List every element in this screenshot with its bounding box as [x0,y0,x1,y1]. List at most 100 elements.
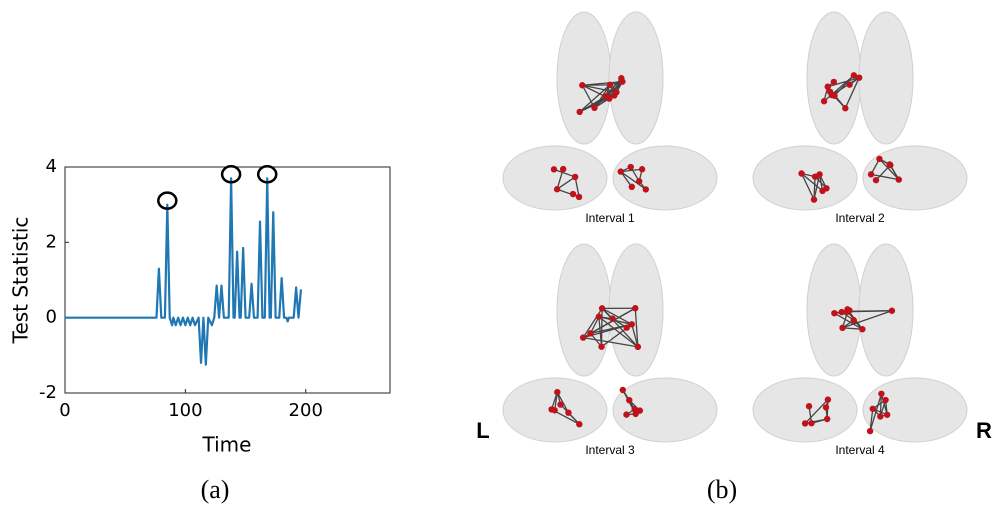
edge [842,327,863,330]
node [571,173,579,181]
node [878,390,885,397]
edge [556,176,576,190]
node [810,196,818,203]
node [619,78,626,85]
caption-a: (a) [201,475,230,504]
node [842,105,849,112]
brain-group: Interval 4 [752,243,968,457]
brain-side-right [862,377,968,443]
node [805,403,813,410]
node [606,81,614,89]
node [553,186,561,193]
edge [869,393,883,432]
edge [620,168,643,173]
edge [823,74,855,102]
node [636,407,644,414]
node [844,308,851,315]
edge [574,176,580,198]
node [838,308,845,316]
edge [804,399,829,424]
node [591,104,598,112]
node [631,406,638,413]
node [839,324,846,332]
node [830,78,838,86]
node [866,427,874,435]
node [823,415,831,423]
edge [634,308,639,347]
node [623,411,630,418]
x-tick-label: 100 [168,400,202,421]
brain-group: Interval 2 [752,11,968,225]
brain-side-right [612,377,718,443]
edge [844,77,860,109]
node [850,72,858,79]
edge [582,80,623,86]
node [602,93,610,100]
node [551,407,558,414]
node [831,309,838,317]
x-tick-label: 200 [289,400,323,421]
node [617,168,624,175]
edge [598,316,632,325]
node [846,81,853,88]
interval-label: Interval 1 [585,211,635,225]
edge [878,158,900,181]
brain-side-left [502,145,608,211]
edge [847,310,892,312]
node [598,305,606,312]
edge [870,173,899,181]
interval-label: Interval 3 [585,443,635,457]
edge [620,171,647,190]
node [576,108,583,116]
left-label: L [476,418,489,443]
edge [556,168,564,190]
node [811,173,819,180]
node [895,176,902,183]
brain-top-left [556,11,612,145]
edge [598,316,639,348]
node [598,343,605,350]
node [876,155,883,163]
node [579,334,587,341]
node [642,186,650,193]
brain-side-left [752,145,858,211]
node [867,171,875,178]
node [557,401,564,408]
node [850,316,857,324]
edge [801,172,823,192]
node [636,178,643,185]
node [619,386,626,394]
node [888,307,896,314]
node [877,413,884,420]
node [798,170,805,177]
edge [834,312,863,330]
x-tick-label: 0 [59,400,70,421]
node [634,343,642,351]
node [872,176,880,184]
node [638,166,646,173]
node [623,324,630,331]
edge [869,408,874,432]
edge [631,324,639,347]
node [609,315,616,322]
edge [842,310,893,329]
interval-label: Interval 4 [835,443,885,457]
right-label: R [976,418,992,443]
y-tick-label: 0 [46,307,57,328]
node [565,409,572,416]
node [554,388,561,396]
brain-side-left [752,377,858,443]
node [801,420,809,427]
node [822,404,830,411]
node [820,98,828,105]
edge [800,173,815,200]
node [628,321,635,328]
edge [827,77,860,88]
brain-group: Interval 1 [502,11,718,225]
peak-circle [256,165,278,184]
node [579,82,586,89]
data-line [65,177,303,366]
edge [553,168,576,178]
node [587,330,594,337]
